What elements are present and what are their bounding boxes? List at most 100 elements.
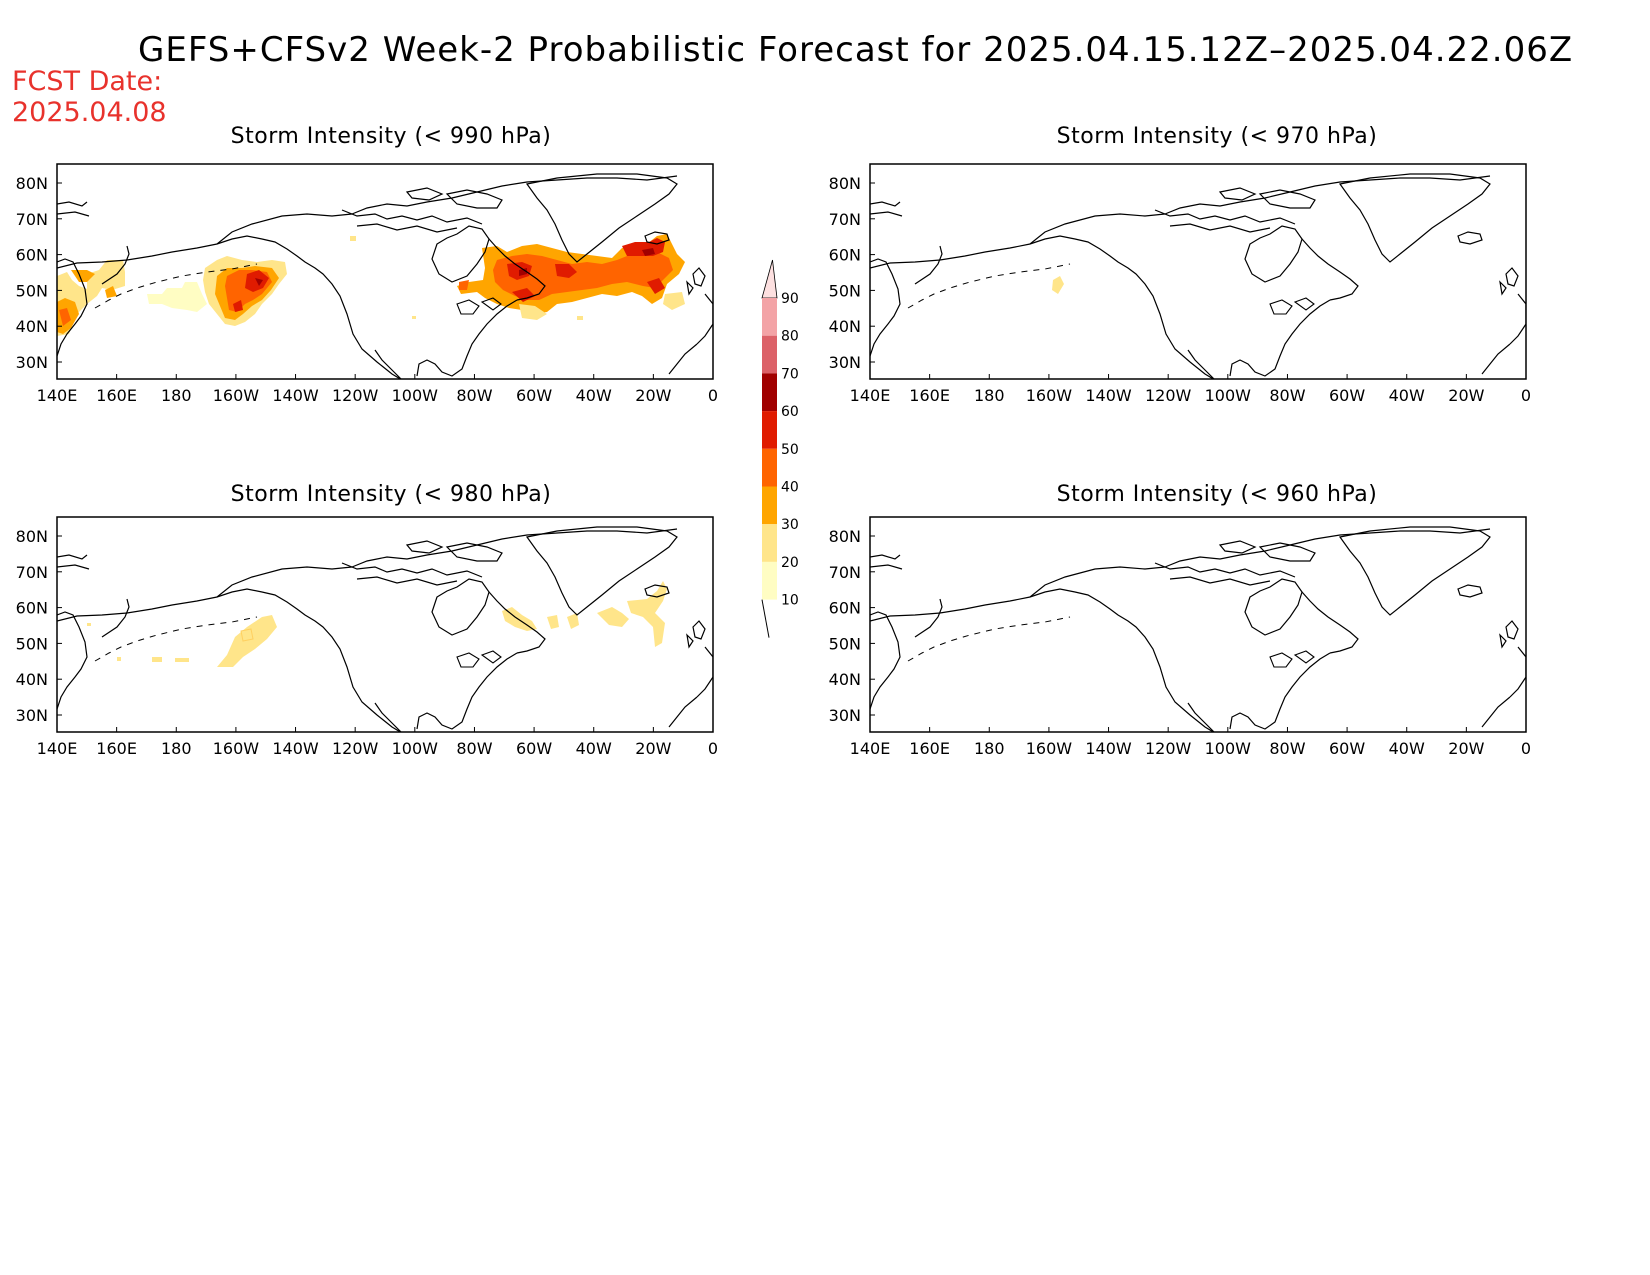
colorbar-swatch (762, 411, 777, 449)
lon-tick-label: 180 (161, 386, 192, 405)
lon-tick-label: 160W (213, 739, 260, 758)
lon-tick-label: 160W (213, 386, 260, 405)
colorbar-label: 30 (781, 517, 799, 533)
lon-tick-label: 60W (1329, 739, 1365, 758)
panel-title-980: Storm Intensity (< 980 hPa) (230, 482, 552, 507)
lon-tick-label: 160E (96, 739, 137, 758)
lat-tick-label: 30N (829, 706, 861, 725)
lon-tick-label: 160E (909, 739, 950, 758)
lon-tick-label: 140W (1085, 386, 1132, 405)
forecast-date-value: 2025.04.08 (12, 97, 167, 128)
lat-tick-label: 80N (829, 527, 861, 546)
panel-960-map (869, 516, 1527, 733)
lat-tick-label: 50N (829, 634, 861, 653)
lon-tick-label: 140E (850, 739, 891, 758)
lon-tick-label: 160W (1026, 739, 1073, 758)
lat-tick-label: 30N (829, 353, 861, 372)
lon-tick-label: 20W (1448, 386, 1484, 405)
forecast-date-label: FCST Date: (12, 66, 163, 97)
colorbar-label: 50 (781, 442, 799, 458)
lon-tick-label: 140W (1085, 739, 1132, 758)
lat-tick-label: 80N (16, 174, 48, 193)
forecast-date: FCST Date: 2025.04.08 (12, 66, 167, 128)
lat-tick-label: 50N (16, 634, 48, 653)
lon-tick-label: 140E (37, 386, 78, 405)
lon-tick-label: 40W (1389, 386, 1425, 405)
lon-tick-label: 0 (1521, 739, 1531, 758)
lat-tick-label: 70N (16, 210, 48, 229)
lon-tick-label: 180 (974, 739, 1005, 758)
lon-tick-label: 100W (1205, 739, 1252, 758)
lat-tick-label: 70N (829, 563, 861, 582)
lat-tick-label: 30N (16, 706, 48, 725)
lon-tick-label: 120W (1145, 386, 1192, 405)
lon-tick-label: 20W (635, 739, 671, 758)
colorbar-swatch (762, 486, 777, 525)
lat-tick-label: 60N (16, 599, 48, 618)
lon-tick-label: 0 (708, 739, 718, 758)
colorbar-label: 40 (781, 480, 799, 496)
main-title: GEFS+CFSv2 Week-2 Probabilistic Forecast… (138, 30, 1574, 70)
lat-tick-label: 30N (16, 353, 48, 372)
lon-tick-label: 80W (1269, 739, 1305, 758)
lon-tick-label: 180 (974, 386, 1005, 405)
lon-tick-label: 120W (332, 739, 379, 758)
lat-tick-label: 70N (16, 563, 48, 582)
colorbar-label: 80 (781, 329, 799, 345)
lon-tick-label: 80W (456, 739, 492, 758)
lon-tick-label: 40W (576, 386, 612, 405)
lon-tick-label: 160E (96, 386, 137, 405)
colorbar-swatch (762, 448, 777, 487)
colorbar-swatch (762, 561, 777, 600)
panel-990-map (56, 163, 714, 380)
lat-tick-label: 80N (829, 174, 861, 193)
colorbar-label: 20 (781, 555, 799, 571)
lon-tick-label: 80W (456, 386, 492, 405)
colorbar-label: 90 (781, 291, 799, 307)
lat-tick-label: 40N (16, 317, 48, 336)
lon-tick-label: 140W (272, 386, 319, 405)
lon-tick-label: 100W (392, 739, 439, 758)
lon-tick-label: 20W (1448, 739, 1484, 758)
lat-tick-label: 60N (829, 599, 861, 618)
lon-tick-label: 180 (161, 739, 192, 758)
lon-tick-label: 60W (516, 739, 552, 758)
colorbar-swatch (762, 335, 777, 374)
colorbar-swatch (762, 298, 777, 336)
lon-tick-label: 0 (708, 386, 718, 405)
lon-tick-label: 0 (1521, 386, 1531, 405)
panel-980-map (56, 516, 714, 733)
panel-970-probability-fill (1052, 276, 1064, 294)
lat-tick-label: 50N (829, 281, 861, 300)
panel-title-970: Storm Intensity (< 970 hPa) (1056, 124, 1378, 149)
lon-tick-label: 60W (516, 386, 552, 405)
lat-tick-label: 50N (16, 281, 48, 300)
panel-980-probability-fill (87, 581, 667, 667)
colorbar-label: 60 (781, 404, 799, 420)
lat-tick-label: 40N (16, 670, 48, 689)
colorbar-label: 70 (781, 366, 799, 382)
lon-tick-label: 120W (1145, 739, 1192, 758)
lon-tick-label: 60W (1329, 386, 1365, 405)
lon-tick-label: 140W (272, 739, 319, 758)
colorbar-top-arrow (761, 259, 778, 299)
axis-labels: 140E 160E 180 160W 140W 120W 100W 80W 60W 40W 20W 0… (16, 174, 1531, 758)
lat-tick-label: 40N (829, 317, 861, 336)
lon-tick-label: 20W (635, 386, 671, 405)
lon-tick-label: 100W (1205, 386, 1252, 405)
colorbar: 90 80 70 60 50 40 30 20 10 (761, 259, 799, 638)
lat-tick-label: 80N (16, 527, 48, 546)
panel-title-990: Storm Intensity (< 990 hPa) (230, 124, 552, 149)
colorbar-label: 10 (781, 593, 799, 609)
colorbar-swatch (762, 373, 777, 412)
lon-tick-label: 40W (1389, 739, 1425, 758)
lon-tick-label: 140E (37, 739, 78, 758)
lat-tick-label: 40N (829, 670, 861, 689)
lon-tick-label: 40W (576, 739, 612, 758)
colorbar-bottom-arrow (761, 599, 770, 638)
lon-tick-label: 140E (850, 386, 891, 405)
panel-title-960: Storm Intensity (< 960 hPa) (1056, 482, 1378, 507)
lat-tick-label: 60N (829, 246, 861, 265)
lon-tick-label: 120W (332, 386, 379, 405)
